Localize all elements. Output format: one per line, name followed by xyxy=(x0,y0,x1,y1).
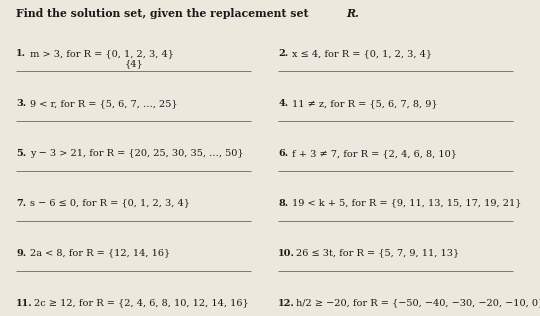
Text: Find the solution set, given the replacement set: Find the solution set, given the replace… xyxy=(16,8,313,19)
Text: 19 < k + 5, for R = {9, 11, 13, 15, 17, 19, 21}: 19 < k + 5, for R = {9, 11, 13, 15, 17, … xyxy=(292,199,521,208)
Text: 2a < 8, for R = {12, 14, 16}: 2a < 8, for R = {12, 14, 16} xyxy=(30,249,170,258)
Text: 11.: 11. xyxy=(16,299,33,307)
Text: 7.: 7. xyxy=(16,199,26,208)
Text: 9 < r, for R = {5, 6, 7, …, 25}: 9 < r, for R = {5, 6, 7, …, 25} xyxy=(30,99,177,108)
Text: R.: R. xyxy=(347,8,360,19)
Text: {4}: {4} xyxy=(124,59,143,68)
Text: 26 ≤ 3t, for R = {5, 7, 9, 11, 13}: 26 ≤ 3t, for R = {5, 7, 9, 11, 13} xyxy=(296,249,459,258)
Text: f + 3 ≠ 7, for R = {2, 4, 6, 8, 10}: f + 3 ≠ 7, for R = {2, 4, 6, 8, 10} xyxy=(292,149,457,158)
Text: 1.: 1. xyxy=(16,49,26,58)
Text: 2.: 2. xyxy=(278,49,288,58)
Text: 2c ≥ 12, for R = {2, 4, 6, 8, 10, 12, 14, 16}: 2c ≥ 12, for R = {2, 4, 6, 8, 10, 12, 14… xyxy=(34,299,249,307)
Text: 8.: 8. xyxy=(278,199,288,208)
Text: 5.: 5. xyxy=(16,149,26,158)
Text: h/2 ≥ −20, for R = {−50, −40, −30, −20, −10, 0}: h/2 ≥ −20, for R = {−50, −40, −30, −20, … xyxy=(296,299,540,307)
Text: 4.: 4. xyxy=(278,99,288,108)
Text: m > 3, for R = {0, 1, 2, 3, 4}: m > 3, for R = {0, 1, 2, 3, 4} xyxy=(30,49,174,58)
Text: 12.: 12. xyxy=(278,299,295,307)
Text: y − 3 > 21, for R = {20, 25, 30, 35, …, 50}: y − 3 > 21, for R = {20, 25, 30, 35, …, … xyxy=(30,149,244,158)
Text: s − 6 ≤ 0, for R = {0, 1, 2, 3, 4}: s − 6 ≤ 0, for R = {0, 1, 2, 3, 4} xyxy=(30,199,190,208)
Text: 3.: 3. xyxy=(16,99,26,108)
Text: x ≤ 4, for R = {0, 1, 2, 3, 4}: x ≤ 4, for R = {0, 1, 2, 3, 4} xyxy=(292,49,431,58)
Text: 9.: 9. xyxy=(16,249,26,258)
Text: 11 ≠ z, for R = {5, 6, 7, 8, 9}: 11 ≠ z, for R = {5, 6, 7, 8, 9} xyxy=(292,99,437,108)
Text: 10.: 10. xyxy=(278,249,295,258)
Text: 6.: 6. xyxy=(278,149,288,158)
